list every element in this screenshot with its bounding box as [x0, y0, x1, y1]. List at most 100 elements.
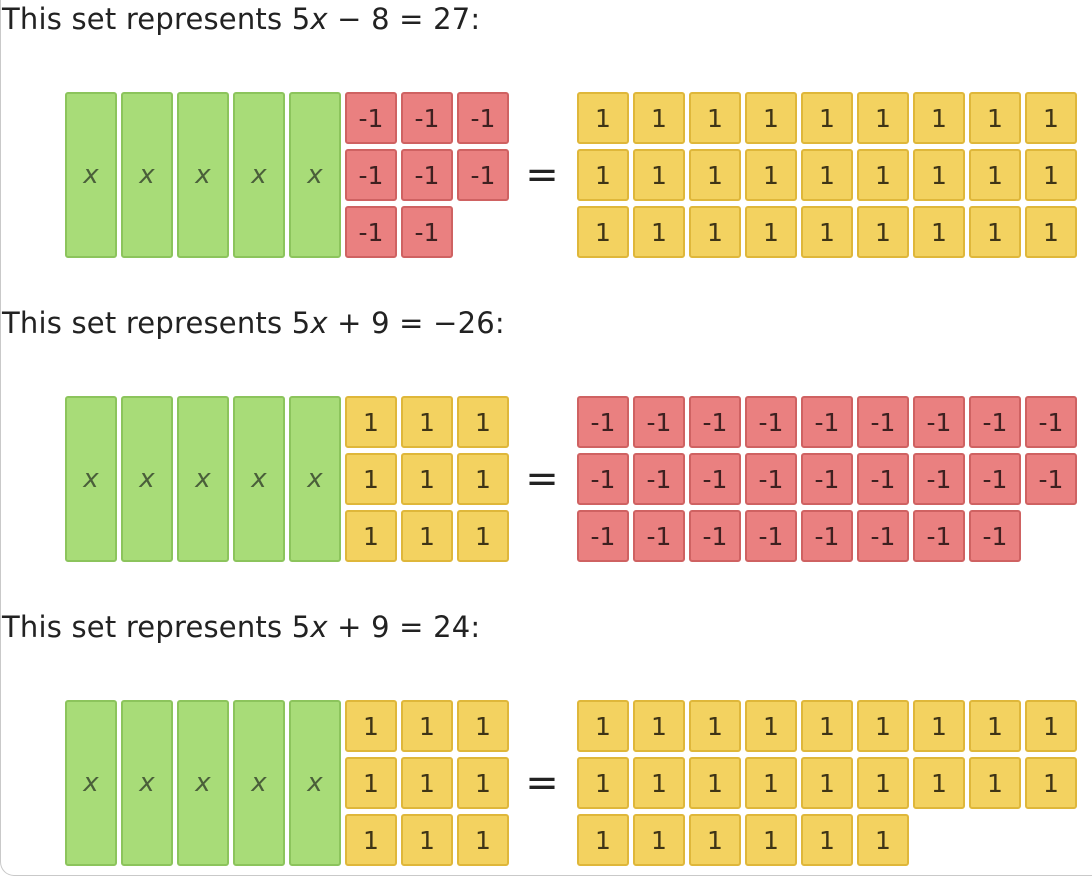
- positive-unit-tile: 1: [969, 149, 1021, 201]
- positive-unit-tile: 1: [577, 757, 629, 809]
- positive-unit-tile: 1: [633, 149, 685, 201]
- set-title-variable: x: [310, 306, 328, 340]
- negative-unit-tile: -1: [1025, 453, 1077, 505]
- negative-unit-tile: -1: [969, 396, 1021, 448]
- positive-unit-tile: 1: [401, 396, 453, 448]
- positive-unit-tile: 1: [689, 700, 741, 752]
- negative-unit-tile: -1: [401, 149, 453, 201]
- positive-unit-tile: 1: [913, 206, 965, 258]
- positive-unit-tile: 1: [457, 814, 509, 866]
- x-tile: x: [177, 700, 229, 866]
- positive-unit-tile: 1: [745, 757, 797, 809]
- negative-unit-tile: -1: [689, 510, 741, 562]
- negative-unit-tile: -1: [689, 396, 741, 448]
- negative-unit-tile: -1: [857, 396, 909, 448]
- x-tile: x: [233, 700, 285, 866]
- positive-unit-tile: 1: [345, 700, 397, 752]
- negative-unit-tile: -1: [857, 510, 909, 562]
- x-tile: x: [121, 700, 173, 866]
- x-tile: x: [177, 92, 229, 258]
- x-tile: x: [65, 700, 117, 866]
- negative-unit-tile: -1: [801, 510, 853, 562]
- negative-unit-tile: -1: [633, 510, 685, 562]
- negative-unit-tile: -1: [969, 510, 1021, 562]
- positive-unit-tile: 1: [401, 757, 453, 809]
- positive-unit-tile: 1: [577, 92, 629, 144]
- negative-unit-tile: -1: [457, 149, 509, 201]
- set-title-variable: x: [310, 610, 328, 644]
- positive-unit-tile: 1: [401, 453, 453, 505]
- set-title: This set represents 5x + 9 = 24:: [2, 610, 480, 644]
- positive-unit-tile: 1: [1025, 149, 1077, 201]
- x-tile: x: [121, 396, 173, 562]
- positive-unit-tile: 1: [969, 700, 1021, 752]
- positive-unit-tile: 1: [633, 700, 685, 752]
- positive-unit-tile: 1: [689, 814, 741, 866]
- positive-unit-tile: 1: [969, 92, 1021, 144]
- positive-unit-tile: 1: [633, 206, 685, 258]
- positive-unit-tile: 1: [689, 149, 741, 201]
- positive-unit-tile: 1: [801, 757, 853, 809]
- negative-unit-tile: -1: [913, 510, 965, 562]
- positive-unit-tile: 1: [401, 700, 453, 752]
- positive-unit-tile: 1: [857, 757, 909, 809]
- positive-unit-tile: 1: [1025, 92, 1077, 144]
- set-title: This set represents 5x − 8 = 27:: [2, 2, 480, 36]
- x-tile: x: [65, 92, 117, 258]
- negative-unit-tile: -1: [801, 396, 853, 448]
- positive-unit-tile: 1: [1025, 700, 1077, 752]
- negative-unit-tile: -1: [745, 453, 797, 505]
- positive-unit-tile: 1: [345, 814, 397, 866]
- positive-unit-tile: 1: [913, 757, 965, 809]
- set-title-prefix: This set represents 5: [2, 2, 311, 36]
- negative-unit-tile: -1: [913, 453, 965, 505]
- positive-unit-tile: 1: [577, 700, 629, 752]
- positive-unit-tile: 1: [401, 510, 453, 562]
- negative-unit-tile: -1: [801, 453, 853, 505]
- x-tile: x: [65, 396, 117, 562]
- x-tile: x: [289, 396, 341, 562]
- positive-unit-tile: 1: [457, 700, 509, 752]
- positive-unit-tile: 1: [457, 510, 509, 562]
- negative-unit-tile: -1: [969, 453, 1021, 505]
- equals-sign: =: [525, 760, 559, 806]
- negative-unit-tile: -1: [633, 396, 685, 448]
- positive-unit-tile: 1: [745, 206, 797, 258]
- equals-sign: =: [525, 152, 559, 198]
- positive-unit-tile: 1: [457, 453, 509, 505]
- set-title-variable: x: [310, 2, 328, 36]
- positive-unit-tile: 1: [345, 757, 397, 809]
- positive-unit-tile: 1: [857, 206, 909, 258]
- negative-unit-tile: -1: [633, 453, 685, 505]
- negative-unit-tile: -1: [345, 206, 397, 258]
- set-title-suffix: − 8 = 27:: [327, 2, 481, 36]
- set-title-suffix: + 9 = −26:: [327, 306, 505, 340]
- negative-unit-tile: -1: [345, 92, 397, 144]
- positive-unit-tile: 1: [857, 92, 909, 144]
- positive-unit-tile: 1: [801, 206, 853, 258]
- positive-unit-tile: 1: [745, 814, 797, 866]
- positive-unit-tile: 1: [745, 92, 797, 144]
- negative-unit-tile: -1: [577, 510, 629, 562]
- positive-unit-tile: 1: [969, 206, 1021, 258]
- positive-unit-tile: 1: [913, 149, 965, 201]
- positive-unit-tile: 1: [969, 757, 1021, 809]
- positive-unit-tile: 1: [801, 92, 853, 144]
- positive-unit-tile: 1: [401, 814, 453, 866]
- set-title-suffix: + 9 = 24:: [327, 610, 481, 644]
- positive-unit-tile: 1: [633, 92, 685, 144]
- positive-unit-tile: 1: [913, 92, 965, 144]
- positive-unit-tile: 1: [577, 206, 629, 258]
- positive-unit-tile: 1: [857, 149, 909, 201]
- negative-unit-tile: -1: [577, 396, 629, 448]
- negative-unit-tile: -1: [401, 206, 453, 258]
- positive-unit-tile: 1: [577, 814, 629, 866]
- negative-unit-tile: -1: [577, 453, 629, 505]
- positive-unit-tile: 1: [633, 814, 685, 866]
- positive-unit-tile: 1: [857, 700, 909, 752]
- x-tile: x: [289, 92, 341, 258]
- x-tile: x: [121, 92, 173, 258]
- negative-unit-tile: -1: [457, 92, 509, 144]
- positive-unit-tile: 1: [857, 814, 909, 866]
- positive-unit-tile: 1: [745, 700, 797, 752]
